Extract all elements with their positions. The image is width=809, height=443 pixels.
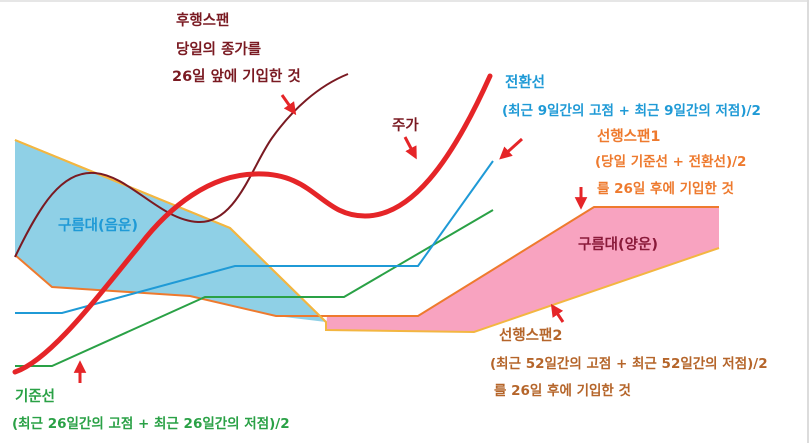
cloud-bear-area: [15, 140, 326, 322]
lagging-arrow: [280, 94, 297, 116]
arrows: [73, 94, 588, 383]
right-border: [807, 0, 809, 443]
leading-span1-line: [14, 139, 720, 334]
span2-label-formula: (최근 52일간의 고점 + 최근 52일간의 저점)/2: [490, 355, 768, 372]
base-label-title: 기준선: [15, 388, 55, 405]
span2-label: 선행스팬2 (최근 52일간의 고점 + 최근 52일간의 저점)/2 를 26…: [490, 327, 768, 399]
conversion-label-formula: (최근 9일간의 고점 + 최근 9일간의 저점)/2: [502, 102, 761, 119]
span1-label-note: 를 26일 후에 기입한 것: [597, 180, 734, 197]
cloud-bull-area: [326, 207, 719, 332]
conversion-arrow: [499, 137, 524, 160]
span2-label-note: 를 26일 후에 기입한 것: [494, 382, 631, 399]
span1-label: 선행스팬1 (당일 기준선 + 전환선)/2 를 26일 후에 기입한 것: [595, 128, 746, 197]
price-arrow: [403, 136, 417, 160]
span1-label-title: 선행스팬1: [597, 128, 660, 145]
base-label-formula: (최근 26일간의 고점 + 최근 26일간의 저점)/2: [12, 415, 290, 432]
lagging-label-line2: 당일의 종가를: [176, 40, 261, 58]
leading-span2-line: [14, 206, 719, 317]
cloud-bull-label: 구름대(양운): [578, 236, 658, 253]
base-line: [15, 209, 494, 367]
conversion-line: [15, 160, 494, 314]
lagging-label-line1: 후행스팬: [176, 12, 229, 29]
lagging-label-line3: 26일 앞에 기입한 것: [172, 67, 301, 85]
base-label: 기준선 (최근 26일간의 고점 + 최근 26일간의 저점)/2: [12, 388, 290, 432]
conversion-label: 전환선 (최근 9일간의 고점 + 최근 9일간의 저점)/2: [502, 73, 761, 119]
lagging-label: 후행스팬 당일의 종가를 26일 앞에 기입한 것: [172, 12, 301, 85]
span2-label-title: 선행스팬2: [499, 327, 562, 344]
price-label: 주가: [392, 117, 419, 134]
lagging-span-line: [14, 73, 349, 258]
span2-arrow: [550, 303, 565, 323]
cloud-bear-label: 구름대(음운): [58, 217, 138, 234]
span1-label-formula: (당일 기준선 + 전환선)/2: [595, 153, 746, 170]
top-border: [0, 0, 809, 2]
conversion-label-title: 전환선: [505, 73, 545, 91]
price-line: [12, 73, 493, 375]
